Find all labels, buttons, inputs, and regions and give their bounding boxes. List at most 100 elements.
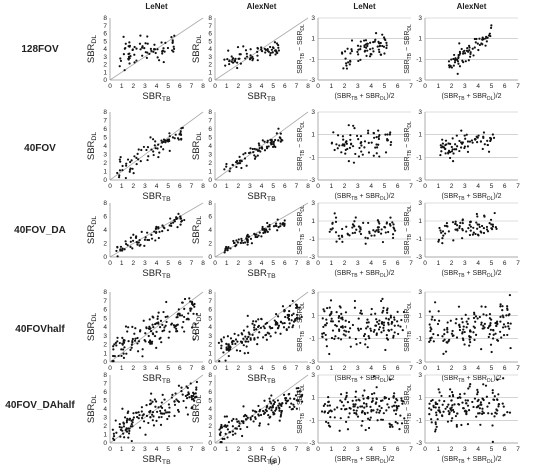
y-tick-label: 7 <box>208 298 212 305</box>
data-point <box>127 432 131 435</box>
data-point <box>450 150 454 153</box>
data-point <box>170 396 173 399</box>
data-point <box>230 341 234 344</box>
data-point <box>153 398 156 401</box>
x-tick-label: 2 <box>236 365 240 372</box>
y-tick-label: 3 <box>311 289 315 296</box>
data-point <box>220 340 223 343</box>
data-point <box>177 308 180 311</box>
y-tick-label: 0 <box>208 440 212 447</box>
data-point <box>159 145 163 148</box>
data-point <box>353 299 357 303</box>
data-point <box>469 229 472 232</box>
data-point <box>159 405 163 408</box>
data-point <box>334 323 337 327</box>
data-point <box>192 312 195 315</box>
y-tick-label: 3 <box>208 54 212 61</box>
data-point <box>268 225 271 228</box>
data-point <box>350 50 353 53</box>
data-point <box>396 399 399 402</box>
data-point <box>348 146 352 149</box>
data-point <box>352 403 355 406</box>
data-point <box>151 411 155 414</box>
x-tick-label: 1 <box>225 83 229 90</box>
y-tick-label: -1 <box>309 236 315 243</box>
data-point <box>157 311 160 314</box>
data-point <box>449 388 452 391</box>
y-tick-label: 4 <box>103 406 107 413</box>
data-point <box>458 226 461 230</box>
data-point <box>244 57 247 60</box>
data-point <box>154 231 158 234</box>
data-point <box>466 150 470 153</box>
data-point <box>292 312 295 315</box>
data-point <box>155 226 158 229</box>
data-point <box>359 134 363 138</box>
data-point <box>160 341 163 344</box>
data-point <box>173 403 177 406</box>
x-tick-label: 1 <box>225 183 229 190</box>
data-point <box>272 143 275 146</box>
data-point <box>115 249 118 253</box>
data-point <box>128 57 131 60</box>
data-point <box>154 147 157 150</box>
x-tick-label: 1 <box>120 83 124 90</box>
data-point <box>446 321 449 324</box>
x-tick-label: 4 <box>476 183 480 190</box>
data-point <box>242 153 245 156</box>
data-point <box>349 134 352 137</box>
x-axis-label: (SBRTB + SBRDL)/2 <box>334 270 394 279</box>
data-point <box>357 155 361 158</box>
data-point <box>509 346 512 350</box>
data-point <box>391 233 395 236</box>
data-point <box>134 236 138 239</box>
x-tick-label: 0 <box>213 365 217 372</box>
data-point <box>290 319 293 322</box>
data-point <box>344 311 348 314</box>
data-point <box>193 305 196 308</box>
data-point <box>133 53 136 56</box>
data-point <box>137 158 140 161</box>
data-point <box>240 237 243 240</box>
y-tick-label: 1 <box>418 36 422 43</box>
data-point <box>166 417 169 421</box>
data-point <box>243 352 246 355</box>
data-point <box>485 40 488 43</box>
data-point <box>466 423 470 426</box>
data-point <box>463 146 466 150</box>
data-point <box>375 152 378 155</box>
data-point <box>268 223 271 227</box>
data-point <box>144 340 147 343</box>
data-point <box>502 405 505 408</box>
data-point <box>386 338 390 341</box>
data-point <box>375 386 378 389</box>
data-point <box>347 61 350 64</box>
y-tick-label: -1 <box>416 336 422 343</box>
data-point <box>347 416 350 419</box>
x-axis-label: (SBRTB + SBRDL)/2 <box>334 93 394 102</box>
data-point <box>349 138 352 141</box>
data-point <box>224 64 227 67</box>
data-point <box>151 419 154 422</box>
y-tick-label: 1 <box>418 218 422 225</box>
data-point <box>366 44 369 48</box>
data-point <box>469 383 472 386</box>
y-tick-label: -1 <box>309 154 315 161</box>
data-point <box>382 309 385 312</box>
data-point <box>267 145 270 148</box>
y-axis-label: SBRDL <box>191 35 203 63</box>
data-point <box>340 234 344 237</box>
y-axis-label: SBRTB − SBRDL <box>404 121 413 171</box>
data-point <box>506 333 509 337</box>
data-point <box>246 416 249 419</box>
data-point <box>180 137 183 140</box>
data-point <box>349 407 352 410</box>
data-point <box>372 41 375 44</box>
data-point <box>146 231 149 234</box>
data-point <box>454 57 457 60</box>
data-point <box>173 34 176 37</box>
data-point <box>119 435 122 438</box>
data-point <box>450 66 453 69</box>
data-point <box>143 47 146 50</box>
row-title-2: 40FOV_DA <box>14 225 66 236</box>
